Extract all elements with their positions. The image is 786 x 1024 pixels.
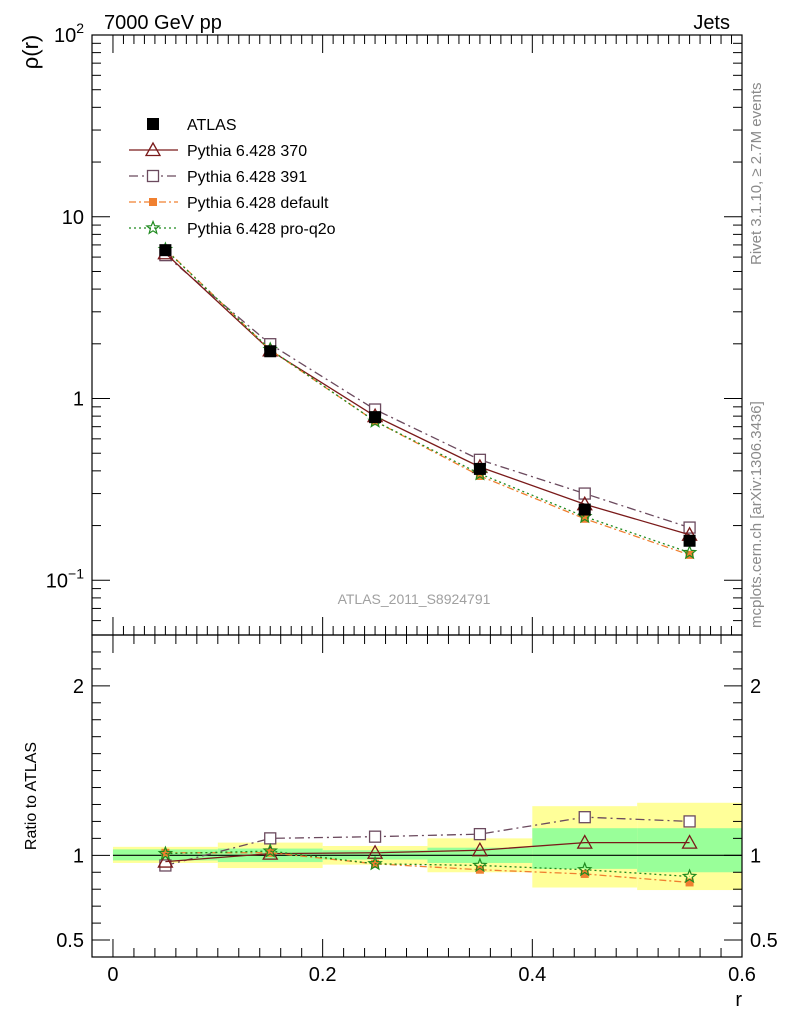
ratio-point-p391-2 (368, 830, 382, 843)
y-tick-label: 1 (73, 389, 84, 411)
ratio-point-proq2o-1 (262, 842, 278, 858)
ratio-point-p370-4 (576, 834, 593, 849)
data-point-p391-4 (578, 487, 591, 500)
x-axis-label: r (735, 989, 742, 1011)
ratio-point-p370-5 (681, 834, 698, 849)
ratio-point-default-4 (580, 869, 589, 878)
legend-label-p391: Pythia 6.428 391 (187, 169, 307, 186)
data-point-atlas-4 (578, 503, 591, 516)
ratio-y-tick-label-left: 0.5 (56, 930, 84, 952)
ratio-y-tick-label-right: 2 (750, 676, 761, 698)
legend-label-proq2o: Pythia 6.428 pro-q2o (187, 221, 336, 238)
main-y-axis-label: ρ(r) (18, 35, 43, 70)
x-tick-label: 0.4 (518, 964, 546, 986)
ratio-point-proq2o-2 (367, 855, 383, 871)
header-right: Jets (693, 12, 730, 34)
ratio-point-p370-3 (471, 841, 489, 857)
ratio-panel: 0.5 0.5 1 1 2 2 0 0.2 0.4 0.6 Ratio to ATLAS r (23, 634, 778, 1011)
ratio-line-p370 (165, 841, 690, 863)
mcplots-label: mcplots.cern.ch [arXiv:1306.3436] (748, 401, 765, 628)
ratio-y-axis-label: Ratio to ATLAS (23, 742, 40, 850)
ratio-point-proq2o-4 (576, 861, 593, 877)
data-point-atlas-5 (683, 534, 696, 547)
ratio-point-default-5 (685, 878, 694, 887)
data-point-atlas-2 (369, 411, 382, 424)
x-tick-label: 0 (107, 964, 118, 986)
ratio-point-default-3 (475, 865, 484, 874)
ratio-y-tick-label-left: 2 (73, 676, 84, 698)
data-point-atlas-3 (473, 462, 486, 475)
data-point-atlas-1 (264, 345, 277, 358)
ratio-point-proq2o-0 (157, 845, 174, 861)
y-tick-label: 10−1 (46, 565, 84, 592)
legend-label-default: Pythia 6.428 default (187, 195, 329, 212)
y-tick-label-base: 10 (54, 25, 76, 47)
ratio-point-proq2o-3 (472, 857, 488, 873)
y-tick-label: 10 (62, 207, 84, 229)
y-tick-label-exponent: 2 (76, 20, 84, 36)
data-point-atlas-0 (159, 244, 172, 257)
x-tick-label: 0.2 (309, 964, 337, 986)
header-left: 7000 GeV pp (104, 12, 222, 34)
ratio-point-p391-3 (473, 827, 487, 841)
main-plot-content (157, 241, 698, 560)
ratio-point-proq2o-5 (681, 868, 698, 884)
ratio-plot-content (112, 802, 742, 891)
ratio-line-default (165, 852, 690, 884)
ratio-y-tick-label-right: 0.5 (750, 930, 778, 952)
legend-marker-default (149, 198, 157, 206)
ratio-plot-frame (91, 634, 743, 958)
ratio-point-p391-4 (578, 811, 591, 824)
data-point-proq2o-5 (681, 544, 698, 560)
ratio-point-p391-1 (264, 832, 277, 845)
series-line-proq2o (164, 249, 690, 554)
series-line-p391 (164, 254, 690, 529)
legend-label-atlas: ATLAS (187, 117, 237, 134)
legend: ATLAS Pythia 6.428 370 Pythia 6.428 391 Pyt… (129, 117, 336, 238)
y-tick-label-base: 10 (62, 207, 84, 229)
y-tick-label-base: 10 (46, 570, 68, 592)
ratio-point-default-0 (161, 848, 170, 857)
y-tick-label: 102 (54, 20, 84, 47)
data-point-default-3 (475, 471, 484, 480)
series-line-p370 (164, 252, 690, 536)
legend-marker-proq2o (145, 219, 161, 235)
rivet-version-label: Rivet 3.1.10, ≥ 2.7M events (748, 83, 765, 266)
y-tick-label-exponent: −1 (68, 565, 84, 581)
ratio-y-tick-label-left: 1 (73, 845, 84, 867)
ratio-point-p391-5 (683, 815, 696, 828)
ratio-axis-ticks: 0.5 0.5 1 1 2 2 0 0.2 0.4 0.6 (56, 634, 778, 986)
y-tick-label-base: 1 (73, 389, 84, 411)
ratio-point-p370-0 (157, 853, 174, 868)
legend-marker-p391 (146, 169, 160, 183)
ratio-line-p391 (165, 816, 690, 867)
legend-marker-p370 (144, 141, 162, 157)
analysis-label: ATLAS_2011_S8924791 (338, 591, 491, 607)
legend-label-p370: Pythia 6.428 370 (187, 143, 307, 160)
ratio-point-default-1 (266, 848, 275, 857)
legend-marker-atlas (147, 118, 159, 130)
ratio-y-tick-label-right: 1 (750, 845, 761, 867)
x-tick-label: 0.6 (728, 964, 756, 986)
